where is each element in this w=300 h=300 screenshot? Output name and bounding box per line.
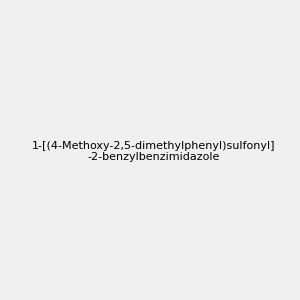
Text: 1-[(4-Methoxy-2,5-dimethylphenyl)sulfonyl]
-2-benzylbenzimidazole: 1-[(4-Methoxy-2,5-dimethylphenyl)sulfony… [32, 141, 275, 162]
